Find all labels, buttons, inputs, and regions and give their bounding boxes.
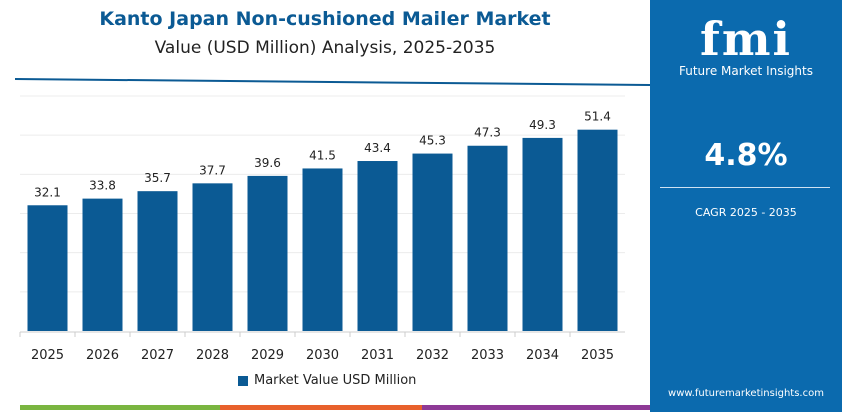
x-tick-2030: 2030 [306, 348, 339, 363]
title-underline [14, 78, 650, 86]
data-label-2033: 47.3 [474, 126, 501, 140]
data-label-2032: 45.3 [419, 134, 446, 148]
bar-2027 [137, 191, 178, 331]
bar-2031 [357, 161, 398, 331]
data-label-2031: 43.4 [364, 141, 391, 155]
fmi-logo: fmi [700, 12, 792, 66]
data-label-2026: 33.8 [89, 179, 116, 193]
footer-stripe-orange [220, 405, 422, 410]
bar-2025 [27, 205, 68, 331]
data-label-2034: 49.3 [529, 118, 556, 132]
bar-2026 [82, 198, 123, 331]
x-tick-2031: 2031 [361, 348, 394, 363]
x-tick-2033: 2033 [471, 348, 504, 363]
logo-subtitle: Future Market Insights [678, 64, 813, 78]
cagr-label: CAGR 2025 - 2035 [695, 206, 797, 219]
data-label-2027: 35.7 [144, 171, 171, 185]
x-tick-2026: 2026 [86, 348, 119, 363]
bar-2032 [412, 153, 453, 331]
x-tick-2029: 2029 [251, 348, 284, 363]
x-tick-2028: 2028 [196, 348, 229, 363]
bar-2033 [467, 145, 508, 331]
bar-2035 [577, 129, 618, 331]
legend-label: Market Value USD Million [254, 373, 417, 388]
bar-2030 [302, 168, 343, 331]
bar-2034 [522, 137, 563, 331]
chart-title: Kanto Japan Non-cushioned Mailer Market [99, 8, 551, 30]
bar-2029 [247, 175, 288, 331]
x-tick-2032: 2032 [416, 348, 449, 363]
chart-subtitle: Value (USD Million) Analysis, 2025-2035 [154, 38, 496, 58]
legend: Market Value USD Million [238, 373, 416, 388]
x-tick-2035: 2035 [581, 348, 614, 363]
data-label-2025: 32.1 [34, 185, 61, 199]
x-tick-2034: 2034 [526, 348, 559, 363]
data-label-2028: 37.7 [199, 163, 226, 177]
footer-stripe-purple [422, 405, 650, 410]
legend-swatch [238, 375, 248, 386]
data-label-2029: 39.6 [254, 156, 281, 170]
bar-chart: 32.1 2025 33.8 2026 35.7 2027 37.7 2028 39.6 2029… [14, 78, 650, 363]
x-tick-2025: 2025 [31, 348, 64, 363]
footer-stripe-green [20, 405, 220, 410]
data-label-2035: 51.4 [584, 110, 611, 124]
x-tick-2027: 2027 [141, 348, 174, 363]
info-panel: fmi Future Market Insights 4.8% CAGR 202… [650, 0, 842, 412]
data-label-2030: 41.5 [309, 148, 336, 162]
divider [660, 187, 830, 188]
bar-2028 [192, 183, 233, 331]
website-link[interactable]: www.futuremarketinsights.com [668, 388, 824, 399]
cagr-value: 4.8% [704, 138, 788, 173]
